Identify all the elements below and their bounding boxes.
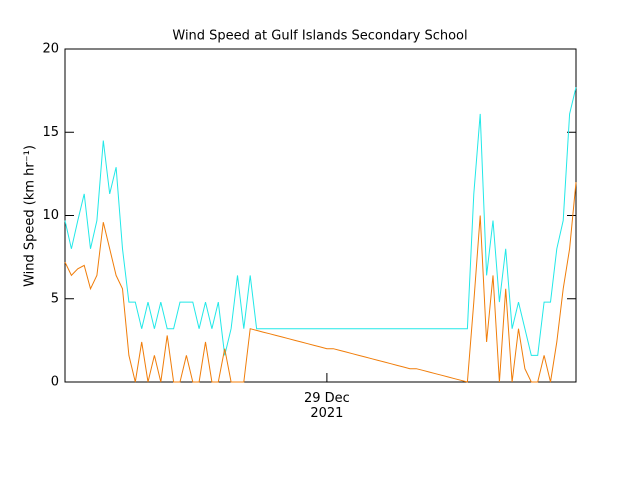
y-tick-label: 0 bbox=[51, 375, 59, 390]
y-axis-label: Wind Speed (km hr⁻¹) bbox=[23, 145, 38, 287]
x-tick-label: 29 Dec 2021 bbox=[303, 391, 350, 421]
series-line bbox=[64, 87, 577, 356]
y-tick-label: 20 bbox=[42, 42, 59, 57]
y-tick-label: 10 bbox=[42, 208, 59, 223]
series-line bbox=[64, 182, 577, 383]
plot-frame bbox=[64, 48, 577, 383]
chart-title: Wind Speed at Gulf Islands Secondary Sch… bbox=[172, 29, 467, 44]
y-tick-label: 5 bbox=[51, 291, 59, 306]
y-tick-label: 15 bbox=[42, 125, 59, 140]
